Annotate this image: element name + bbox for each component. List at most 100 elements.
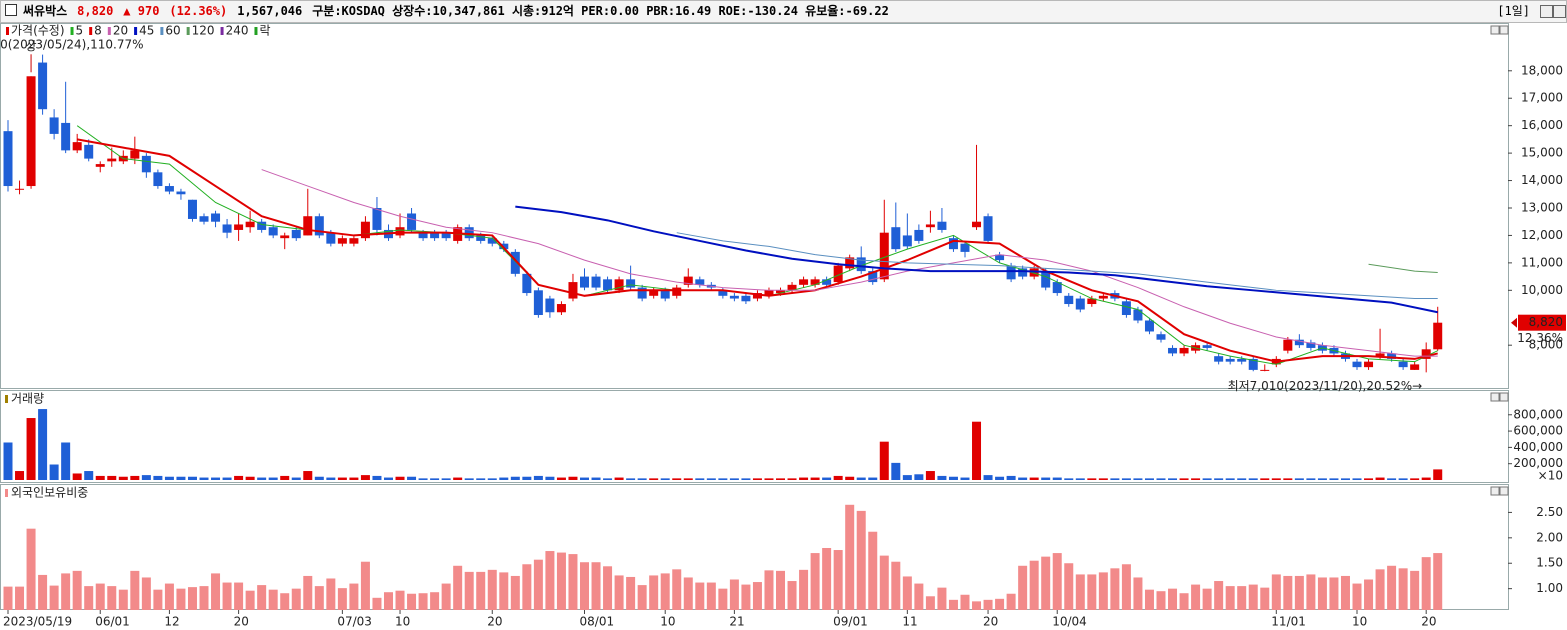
candle-body	[441, 232, 451, 239]
bar	[303, 575, 313, 610]
bar	[268, 477, 278, 480]
candle-body	[38, 62, 48, 110]
bar	[1317, 478, 1327, 480]
checkbox[interactable]	[5, 4, 17, 16]
candle-body	[845, 257, 855, 269]
candle-body	[326, 232, 336, 244]
bar	[856, 510, 866, 610]
candle-body	[787, 284, 797, 291]
legend-swatch	[254, 27, 258, 35]
bar	[1329, 577, 1339, 610]
bar	[937, 475, 947, 480]
period[interactable]: [1일]	[1497, 4, 1530, 18]
bar	[164, 476, 174, 480]
bar	[637, 585, 647, 610]
legend-swatch	[160, 27, 164, 35]
bar	[1006, 475, 1016, 480]
candle-body	[268, 227, 278, 236]
bar	[38, 409, 48, 480]
bar	[1283, 478, 1293, 480]
candle-body	[522, 273, 532, 294]
bar	[1306, 574, 1316, 610]
panel-button[interactable]	[1499, 392, 1509, 402]
candle-body	[1168, 347, 1178, 354]
bar	[1144, 478, 1154, 480]
panel-button[interactable]	[1490, 392, 1500, 402]
bar	[499, 572, 509, 610]
x-tick-label: 08/01	[580, 615, 615, 629]
y-tick-label: 17,000	[1521, 91, 1563, 105]
restore-button[interactable]	[1540, 5, 1553, 18]
bar	[1121, 478, 1131, 480]
bar	[1121, 564, 1131, 610]
bar	[879, 441, 889, 480]
bar	[107, 586, 117, 610]
bar	[1283, 575, 1293, 610]
bar	[1387, 565, 1397, 610]
candle-body	[626, 279, 636, 288]
bar	[15, 586, 25, 610]
candle-body	[280, 235, 290, 239]
bar	[729, 478, 739, 480]
bar	[1214, 581, 1224, 610]
candle-body	[107, 158, 117, 162]
candle-body	[545, 298, 555, 313]
candle-body	[1144, 320, 1154, 332]
bar	[1352, 478, 1362, 480]
panel-button[interactable]	[1490, 486, 1500, 496]
candle-body	[245, 221, 255, 228]
bar	[1271, 478, 1281, 480]
bar	[902, 475, 912, 480]
bar	[695, 478, 705, 480]
bar	[1098, 572, 1108, 610]
bar	[533, 559, 543, 610]
panel-button[interactable]	[1499, 486, 1509, 496]
candle-body	[1121, 301, 1131, 316]
bar	[314, 476, 324, 480]
candle-body	[1225, 358, 1235, 362]
y-tick-label: 400,000	[1513, 440, 1563, 454]
bar	[245, 476, 255, 480]
bar	[222, 477, 232, 480]
bar	[603, 566, 613, 610]
bar	[1052, 477, 1062, 480]
last-price-label: 8,820	[1529, 315, 1563, 329]
candle-body	[1283, 339, 1293, 351]
panel-button[interactable]	[1490, 25, 1500, 35]
bar	[245, 590, 255, 610]
candle-body	[591, 276, 601, 288]
bar	[1225, 478, 1235, 480]
candle-body	[856, 257, 866, 272]
bar	[1202, 478, 1212, 480]
bar	[187, 476, 197, 480]
candle-body	[372, 207, 382, 230]
candle-body	[983, 216, 993, 241]
bar	[395, 590, 405, 610]
candle-body	[891, 227, 901, 250]
bar	[845, 504, 855, 610]
candle-body	[810, 279, 820, 285]
candle-body	[1179, 347, 1189, 354]
bar	[1133, 577, 1143, 610]
max-annotation: ←최고18,590(2023/05/24),110.77%	[0, 38, 144, 52]
candle-body	[1260, 369, 1270, 371]
bar	[972, 601, 982, 610]
bar	[545, 551, 555, 610]
panel-button[interactable]	[1499, 25, 1509, 35]
close-button[interactable]	[1553, 5, 1566, 18]
bar	[499, 477, 509, 480]
candle-body	[164, 186, 174, 192]
last-rate-label: 12.36%	[1517, 331, 1563, 345]
candle-body	[487, 238, 497, 244]
bar	[522, 476, 532, 480]
candle-body	[556, 304, 566, 313]
bar	[1156, 478, 1166, 480]
bar	[1179, 593, 1189, 610]
y-tick-label: 10,000	[1521, 283, 1563, 297]
candle-body	[603, 279, 613, 291]
x-tick-label: 09/01	[833, 615, 868, 629]
stock-name: 써유박스	[23, 4, 68, 18]
chart: 8,000 10,000 11,000 12,000 13,000 14,000 15,00…	[0, 23, 1566, 629]
bar	[937, 587, 947, 610]
bar	[476, 571, 486, 610]
